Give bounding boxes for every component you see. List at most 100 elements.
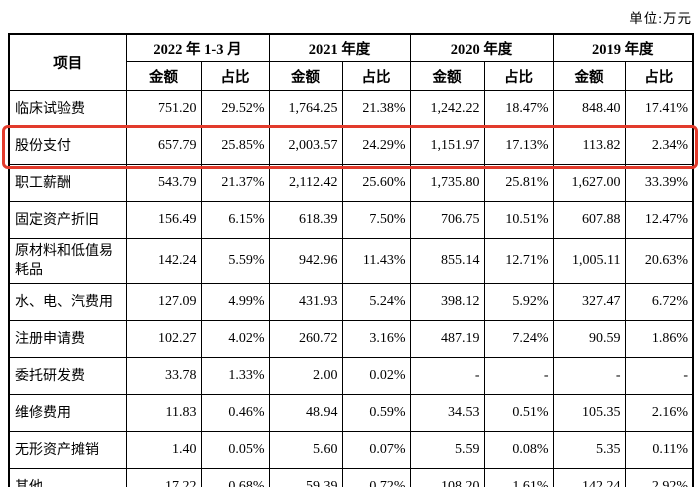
ratio-cell: 2.34%: [624, 127, 694, 165]
row-label-cell: 维修费用: [8, 394, 127, 432]
ratio-cell: 1.61%: [483, 468, 554, 487]
row-label-cell: 原材料和低值易耗品: [8, 238, 127, 284]
table-body: 临床试验费 751.20 29.52% 1,764.25 21.38% 1,242.22 1…: [8, 90, 694, 487]
row-label-cell: 无形资产摊销: [8, 431, 127, 469]
ratio-header-cell: 占比: [483, 61, 554, 91]
ratio-cell: 17.13%: [483, 127, 554, 165]
amount-cell: 848.40: [552, 90, 626, 128]
ratio-cell: 5.59%: [200, 238, 270, 284]
row-label-cell: 其他: [8, 468, 127, 487]
amount-cell: 1,151.97: [409, 127, 485, 165]
amount-cell: 657.79: [125, 127, 202, 165]
ratio-cell: 0.02%: [341, 357, 411, 395]
table-row: 委托研发费 33.78 1.33% 2.00 0.02% - - - -: [8, 357, 694, 395]
amount-cell: 2.00: [268, 357, 343, 395]
amount-cell: 942.96: [268, 238, 343, 284]
amount-cell: 2,003.57: [268, 127, 343, 165]
amount-cell: 1,242.22: [409, 90, 485, 128]
ratio-cell: 0.05%: [200, 431, 270, 469]
ratio-cell: 1.86%: [624, 320, 694, 358]
amount-header-cell: 金额: [409, 61, 485, 91]
amount-cell: 543.79: [125, 164, 202, 202]
amount-cell: 607.88: [552, 201, 626, 239]
amount-cell: 102.27: [125, 320, 202, 358]
amount-cell: 17.22: [125, 468, 202, 487]
ratio-cell: 4.99%: [200, 283, 270, 321]
amount-cell: 618.39: [268, 201, 343, 239]
ratio-cell: 25.81%: [483, 164, 554, 202]
amount-cell: 34.53: [409, 394, 485, 432]
amount-cell: 1.40: [125, 431, 202, 469]
row-label-cell: 股份支付: [8, 127, 127, 165]
amount-cell: 1,764.25: [268, 90, 343, 128]
ratio-cell: 0.59%: [341, 394, 411, 432]
table-row: 无形资产摊销 1.40 0.05% 5.60 0.07% 5.59 0.08% 5.35 0.1…: [8, 431, 694, 469]
ratio-cell: 20.63%: [624, 238, 694, 284]
amount-cell: 33.78: [125, 357, 202, 395]
ratio-cell: 0.46%: [200, 394, 270, 432]
ratio-cell: 7.24%: [483, 320, 554, 358]
ratio-cell: 0.72%: [341, 468, 411, 487]
period-header-cell: 2021 年度: [268, 33, 411, 62]
table-row: 固定资产折旧 156.49 6.15% 618.39 7.50% 706.75 10.51%…: [8, 201, 694, 239]
amount-cell: 398.12: [409, 283, 485, 321]
row-label-cell: 水、电、汽费用: [8, 283, 127, 321]
table-row: 水、电、汽费用 127.09 4.99% 431.93 5.24% 398.12 5.92%…: [8, 283, 694, 321]
amount-cell: 48.94: [268, 394, 343, 432]
ratio-cell: -: [624, 357, 694, 395]
amount-cell: 327.47: [552, 283, 626, 321]
ratio-cell: 12.47%: [624, 201, 694, 239]
amount-cell: 59.39: [268, 468, 343, 487]
ratio-cell: 0.51%: [483, 394, 554, 432]
unit-label: 单位:万元: [629, 11, 692, 26]
sub-header-row: 金额 占比 金额 占比 金额 占比 金额 占比: [9, 61, 694, 91]
ratio-cell: 0.68%: [200, 468, 270, 487]
amount-cell: 11.83: [125, 394, 202, 432]
ratio-cell: 2.16%: [624, 394, 694, 432]
ratio-cell: 24.29%: [341, 127, 411, 165]
amount-cell: 260.72: [268, 320, 343, 358]
period-header-cell: 2022 年 1-3 月: [125, 33, 270, 62]
ratio-header-cell: 占比: [624, 61, 694, 91]
amount-cell: 5.35: [552, 431, 626, 469]
amount-cell: 706.75: [409, 201, 485, 239]
ratio-cell: 25.85%: [200, 127, 270, 165]
ratio-header-cell: 占比: [200, 61, 270, 91]
table-row: 职工薪酬 543.79 21.37% 2,112.42 25.60% 1,735.80 25…: [8, 164, 694, 202]
ratio-cell: 33.39%: [624, 164, 694, 202]
amount-cell: 1,627.00: [552, 164, 626, 202]
amount-cell: 142.24: [125, 238, 202, 284]
ratio-cell: 21.38%: [341, 90, 411, 128]
ratio-cell: 4.02%: [200, 320, 270, 358]
ratio-cell: 0.11%: [624, 431, 694, 469]
ratio-cell: 6.72%: [624, 283, 694, 321]
table-row: 临床试验费 751.20 29.52% 1,764.25 21.38% 1,242.22 1…: [8, 90, 694, 128]
ratio-cell: 11.43%: [341, 238, 411, 284]
table-row: 原材料和低值易耗品 142.24 5.59% 942.96 11.43% 855.14 12…: [8, 238, 694, 284]
table-row: 注册申请费 102.27 4.02% 260.72 3.16% 487.19 7.24% 90…: [8, 320, 694, 358]
year-header-row: 项目 2022 年 1-3 月 2021 年度 2020 年度 2019 年度: [8, 33, 694, 91]
table-row: 其他 17.22 0.68% 59.39 0.72% 108.20 1.61% 142.24 2…: [8, 468, 694, 487]
ratio-cell: 1.33%: [200, 357, 270, 395]
ratio-cell: 6.15%: [200, 201, 270, 239]
ratio-cell: 21.37%: [200, 164, 270, 202]
period-header-cell: 2019 年度: [552, 33, 694, 62]
amount-cell: 105.35: [552, 394, 626, 432]
amount-cell: 1,735.80: [409, 164, 485, 202]
row-label-cell: 固定资产折旧: [8, 201, 127, 239]
amount-cell: 142.24: [552, 468, 626, 487]
ratio-cell: 2.92%: [624, 468, 694, 487]
amount-cell: 156.49: [125, 201, 202, 239]
amount-cell: 487.19: [409, 320, 485, 358]
amount-cell: 855.14: [409, 238, 485, 284]
ratio-cell: 18.47%: [483, 90, 554, 128]
ratio-cell: 5.24%: [341, 283, 411, 321]
table-row: 股份支付 657.79 25.85% 2,003.57 24.29% 1,151.97 17…: [8, 127, 694, 165]
row-label-cell: 职工薪酬: [8, 164, 127, 202]
amount-header-cell: 金额: [552, 61, 626, 91]
ratio-cell: 5.92%: [483, 283, 554, 321]
amount-cell: 113.82: [552, 127, 626, 165]
amount-cell: 5.60: [268, 431, 343, 469]
ratio-cell: 3.16%: [341, 320, 411, 358]
